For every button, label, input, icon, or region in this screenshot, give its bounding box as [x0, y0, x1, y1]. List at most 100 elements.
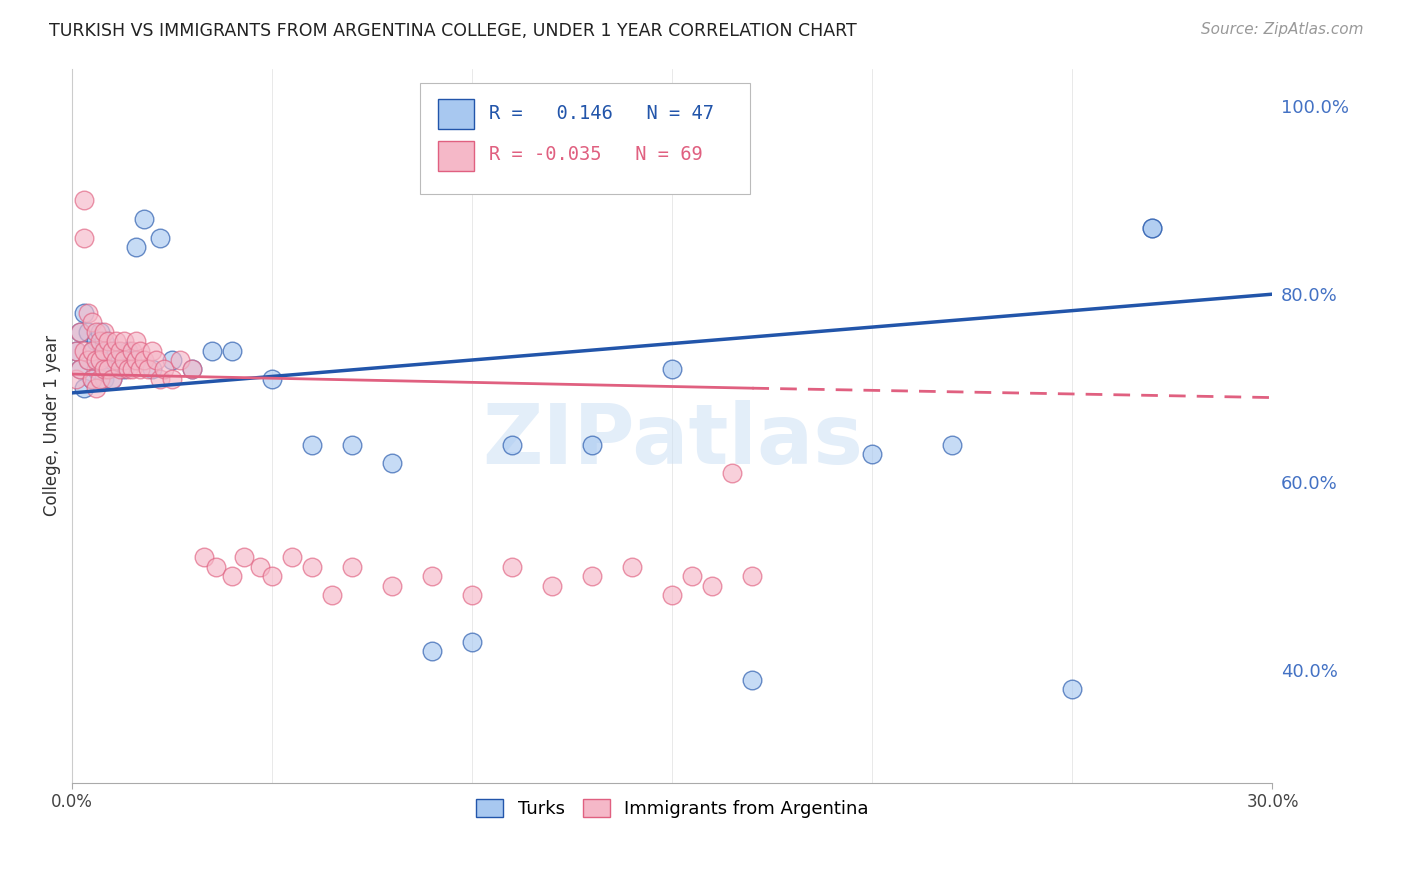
Point: [501, 559, 523, 574]
Point: [97, 362, 120, 376]
Point: [145, 353, 167, 368]
Point: [193, 550, 215, 565]
Point: [1142, 221, 1164, 235]
Point: [84, 325, 107, 339]
Point: [201, 343, 224, 358]
Point: [249, 559, 271, 574]
Point: [461, 588, 484, 602]
Point: [125, 353, 148, 368]
Point: [162, 372, 184, 386]
Point: [1062, 681, 1084, 696]
Point: [301, 559, 323, 574]
Point: [741, 673, 763, 687]
Point: [101, 372, 124, 386]
Point: [420, 569, 443, 583]
Point: [77, 353, 100, 368]
Point: [129, 343, 152, 358]
Point: [93, 372, 115, 386]
Point: [129, 362, 152, 376]
Point: [101, 372, 124, 386]
Point: [110, 362, 132, 376]
Point: [581, 437, 603, 451]
Point: [181, 362, 204, 376]
Point: [702, 579, 724, 593]
Legend: Turks, Immigrants from Argentina: Turks, Immigrants from Argentina: [468, 792, 876, 825]
Point: [681, 569, 703, 583]
Point: [69, 362, 91, 376]
Point: [721, 466, 744, 480]
Point: [342, 559, 364, 574]
Text: R =   0.146   N = 47: R = 0.146 N = 47: [489, 104, 714, 123]
Point: [1142, 221, 1164, 235]
Point: [73, 231, 96, 245]
Point: [112, 362, 135, 376]
Point: [661, 588, 683, 602]
Point: [381, 457, 404, 471]
Point: [205, 559, 228, 574]
Point: [97, 343, 120, 358]
Point: [162, 353, 184, 368]
Point: [65, 343, 87, 358]
Point: [97, 362, 120, 376]
Point: [262, 372, 284, 386]
Point: [141, 343, 163, 358]
Point: [93, 334, 115, 348]
Point: [420, 644, 443, 658]
Point: [84, 353, 107, 368]
Point: [105, 334, 128, 348]
Point: [105, 353, 128, 368]
Point: [321, 588, 343, 602]
Point: [73, 306, 96, 320]
Point: [84, 334, 107, 348]
Text: ZIPatlas: ZIPatlas: [482, 400, 863, 481]
Point: [381, 579, 404, 593]
Point: [82, 343, 104, 358]
Point: [101, 353, 124, 368]
Point: [65, 343, 87, 358]
Point: [149, 372, 172, 386]
Point: [110, 353, 132, 368]
Point: [112, 353, 135, 368]
Point: [73, 381, 96, 395]
Point: [121, 362, 143, 376]
Point: [73, 193, 96, 207]
Point: [141, 362, 163, 376]
Point: [97, 334, 120, 348]
Text: Source: ZipAtlas.com: Source: ZipAtlas.com: [1201, 22, 1364, 37]
Point: [153, 362, 176, 376]
Point: [82, 372, 104, 386]
Point: [134, 211, 156, 226]
Point: [89, 372, 111, 386]
Point: [262, 569, 284, 583]
Point: [77, 306, 100, 320]
Point: [89, 325, 111, 339]
Point: [82, 343, 104, 358]
Point: [69, 362, 91, 376]
Point: [860, 447, 883, 461]
Point: [461, 635, 484, 649]
Point: [661, 362, 683, 376]
Point: [581, 569, 603, 583]
Point: [93, 362, 115, 376]
Point: [741, 569, 763, 583]
Point: [84, 362, 107, 376]
Point: [82, 315, 104, 329]
Point: [136, 362, 159, 376]
Point: [65, 372, 87, 386]
Point: [82, 372, 104, 386]
Y-axis label: College, Under 1 year: College, Under 1 year: [44, 335, 60, 516]
Point: [221, 569, 243, 583]
Point: [112, 334, 135, 348]
Point: [541, 579, 564, 593]
Text: R = -0.035   N = 69: R = -0.035 N = 69: [489, 145, 703, 164]
Point: [941, 437, 963, 451]
Point: [69, 325, 91, 339]
Point: [101, 343, 124, 358]
Point: [93, 325, 115, 339]
FancyBboxPatch shape: [420, 83, 751, 194]
Point: [77, 325, 100, 339]
Point: [69, 325, 91, 339]
Point: [342, 437, 364, 451]
Point: [134, 353, 156, 368]
Point: [84, 381, 107, 395]
